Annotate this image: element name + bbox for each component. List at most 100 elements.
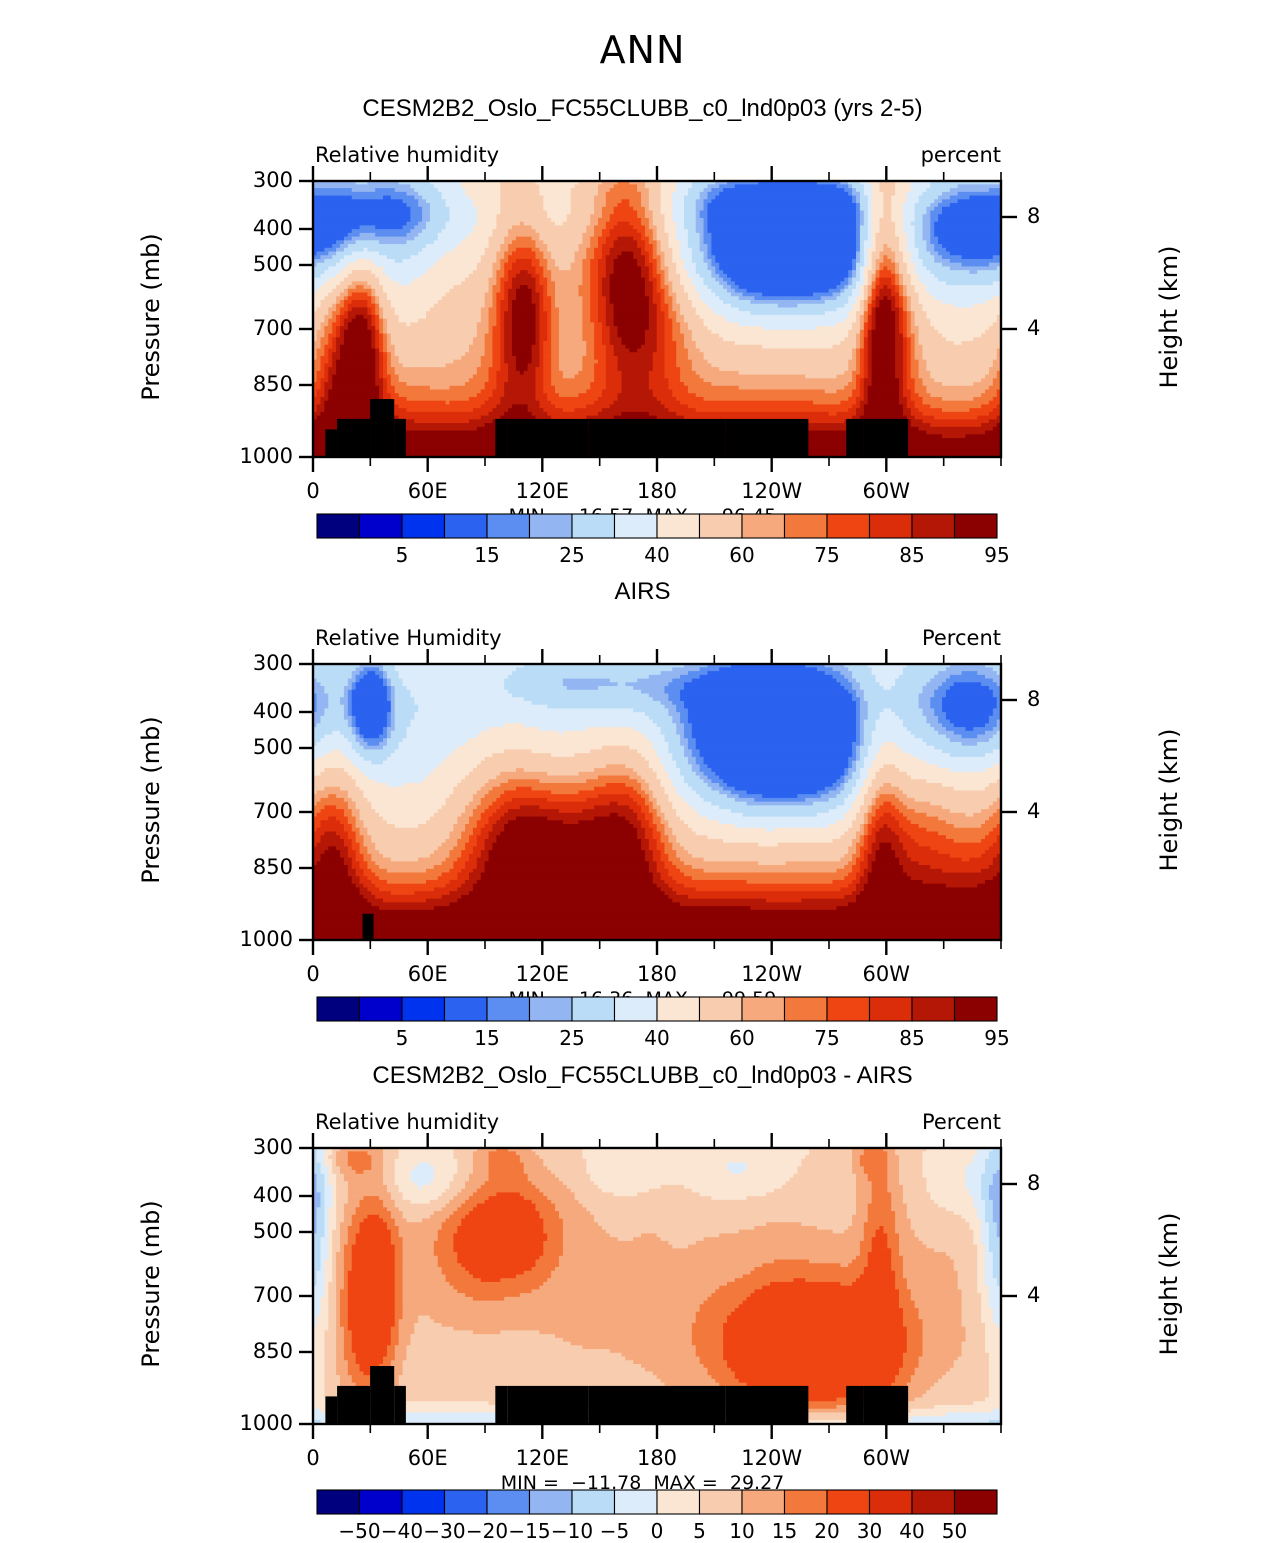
colorbar-swatch <box>445 514 488 538</box>
colorbar-tick-label: 85 <box>872 1026 952 1050</box>
colorbar-tick-label: 75 <box>787 1026 867 1050</box>
colorbar-swatch <box>742 514 785 538</box>
colorbar-swatch <box>317 514 360 538</box>
pressure-tick-label: 400 <box>221 216 293 240</box>
colorbar-swatch <box>615 1490 658 1514</box>
colorbar-swatch <box>955 997 998 1021</box>
colorbar-swatch <box>402 997 445 1021</box>
colorbar-swatch <box>530 514 573 538</box>
pressure-tick-label: 1000 <box>221 444 293 468</box>
pressure-tick-label: 500 <box>221 1219 293 1243</box>
colorbar-swatch <box>827 1490 870 1514</box>
colorbar-tick-label: 25 <box>532 1026 612 1050</box>
topography-mask <box>363 914 374 940</box>
panel-title: CESM2B2_Oslo_FC55CLUBB_c0_lnd0p03 (yrs 2… <box>0 95 1285 123</box>
panel-title: AIRS <box>0 578 1285 606</box>
contour-plot <box>313 664 1161 980</box>
colorbar-swatch <box>870 514 913 538</box>
colorbar-tick-label: 15 <box>447 1026 527 1050</box>
colorbar-tick-label: 50 <box>915 1519 995 1543</box>
colorbar-swatch <box>700 997 743 1021</box>
colorbar-swatch <box>487 514 530 538</box>
pressure-tick-label: 300 <box>221 1135 293 1159</box>
contour-fill-layer <box>313 181 1002 458</box>
colorbar-swatch <box>785 1490 828 1514</box>
colorbar-swatch <box>785 997 828 1021</box>
colorbar-swatch <box>572 997 615 1021</box>
pressure-tick-label: 1000 <box>221 927 293 951</box>
colorbar-swatch <box>572 1490 615 1514</box>
colorbar-swatch <box>700 1490 743 1514</box>
contour-fill-layer <box>313 1148 1002 1425</box>
panel-title: CESM2B2_Oslo_FC55CLUBB_c0_lnd0p03 - AIRS <box>0 1062 1285 1090</box>
pressure-tick-label: 700 <box>221 1283 293 1307</box>
colorbar-swatch <box>317 1490 360 1514</box>
panel-units-label: Percent <box>313 626 1001 650</box>
colorbar-tick-label: 95 <box>957 543 1037 567</box>
colorbar-swatch <box>912 1490 955 1514</box>
colorbar-swatch <box>912 514 955 538</box>
colorbar-tick-label: 60 <box>702 1026 782 1050</box>
colorbar-swatch <box>870 1490 913 1514</box>
colorbar-tick-label: 5 <box>362 543 442 567</box>
colorbar-tick-label: 85 <box>872 543 952 567</box>
colorbar-swatch <box>827 997 870 1021</box>
colorbar <box>317 1489 1001 1517</box>
colorbar-swatch <box>955 1490 998 1514</box>
colorbar-swatch <box>360 997 403 1021</box>
colorbar-swatch <box>657 514 700 538</box>
colorbar-swatch <box>572 514 615 538</box>
colorbar-swatch <box>742 997 785 1021</box>
panel-units-label: percent <box>313 143 1001 167</box>
colorbar <box>317 996 1001 1024</box>
pressure-tick-label: 850 <box>221 372 293 396</box>
colorbar-swatch <box>445 997 488 1021</box>
colorbar-swatch <box>615 514 658 538</box>
colorbar-tick-label: 15 <box>447 543 527 567</box>
colorbar-swatch <box>785 514 828 538</box>
colorbar-swatch <box>360 514 403 538</box>
y-axis-label: Pressure (mb) <box>137 187 165 447</box>
colorbar-tick-label: 40 <box>617 1026 697 1050</box>
pressure-tick-label: 700 <box>221 799 293 823</box>
colorbar-swatch <box>657 997 700 1021</box>
contour-plot <box>313 181 1161 497</box>
figure-suptitle: ANN <box>0 28 1285 72</box>
colorbar-swatch <box>657 1490 700 1514</box>
pressure-tick-label: 400 <box>221 1183 293 1207</box>
colorbar-tick-label: 40 <box>617 543 697 567</box>
colorbar-tick-label: 75 <box>787 543 867 567</box>
pressure-tick-label: 300 <box>221 651 293 675</box>
colorbar-swatch <box>530 1490 573 1514</box>
colorbar-swatch <box>530 997 573 1021</box>
colorbar-swatch <box>870 997 913 1021</box>
y-axis-label: Pressure (mb) <box>137 670 165 930</box>
pressure-tick-label: 500 <box>221 252 293 276</box>
colorbar-tick-label: 5 <box>362 1026 442 1050</box>
colorbar-swatch <box>445 1490 488 1514</box>
pressure-tick-label: 500 <box>221 735 293 759</box>
colorbar-swatch <box>402 1490 445 1514</box>
colorbar-swatch <box>402 514 445 538</box>
panel-units-label: Percent <box>313 1110 1001 1134</box>
pressure-tick-label: 850 <box>221 1339 293 1363</box>
colorbar-tick-label: 95 <box>957 1026 1037 1050</box>
pressure-tick-label: 300 <box>221 168 293 192</box>
colorbar-swatch <box>360 1490 403 1514</box>
colorbar-swatch <box>912 997 955 1021</box>
pressure-tick-label: 1000 <box>221 1411 293 1435</box>
contour-fill-layer <box>313 664 1002 941</box>
y-axis-label: Pressure (mb) <box>137 1154 165 1414</box>
colorbar-swatch <box>827 514 870 538</box>
pressure-tick-label: 850 <box>221 855 293 879</box>
pressure-tick-label: 700 <box>221 316 293 340</box>
pressure-tick-label: 400 <box>221 699 293 723</box>
colorbar-swatch <box>487 1490 530 1514</box>
colorbar-swatch <box>487 997 530 1021</box>
colorbar <box>317 513 1001 541</box>
contour-plot <box>313 1148 1161 1464</box>
colorbar-swatch <box>955 514 998 538</box>
colorbar-tick-label: 25 <box>532 543 612 567</box>
colorbar-swatch <box>317 997 360 1021</box>
